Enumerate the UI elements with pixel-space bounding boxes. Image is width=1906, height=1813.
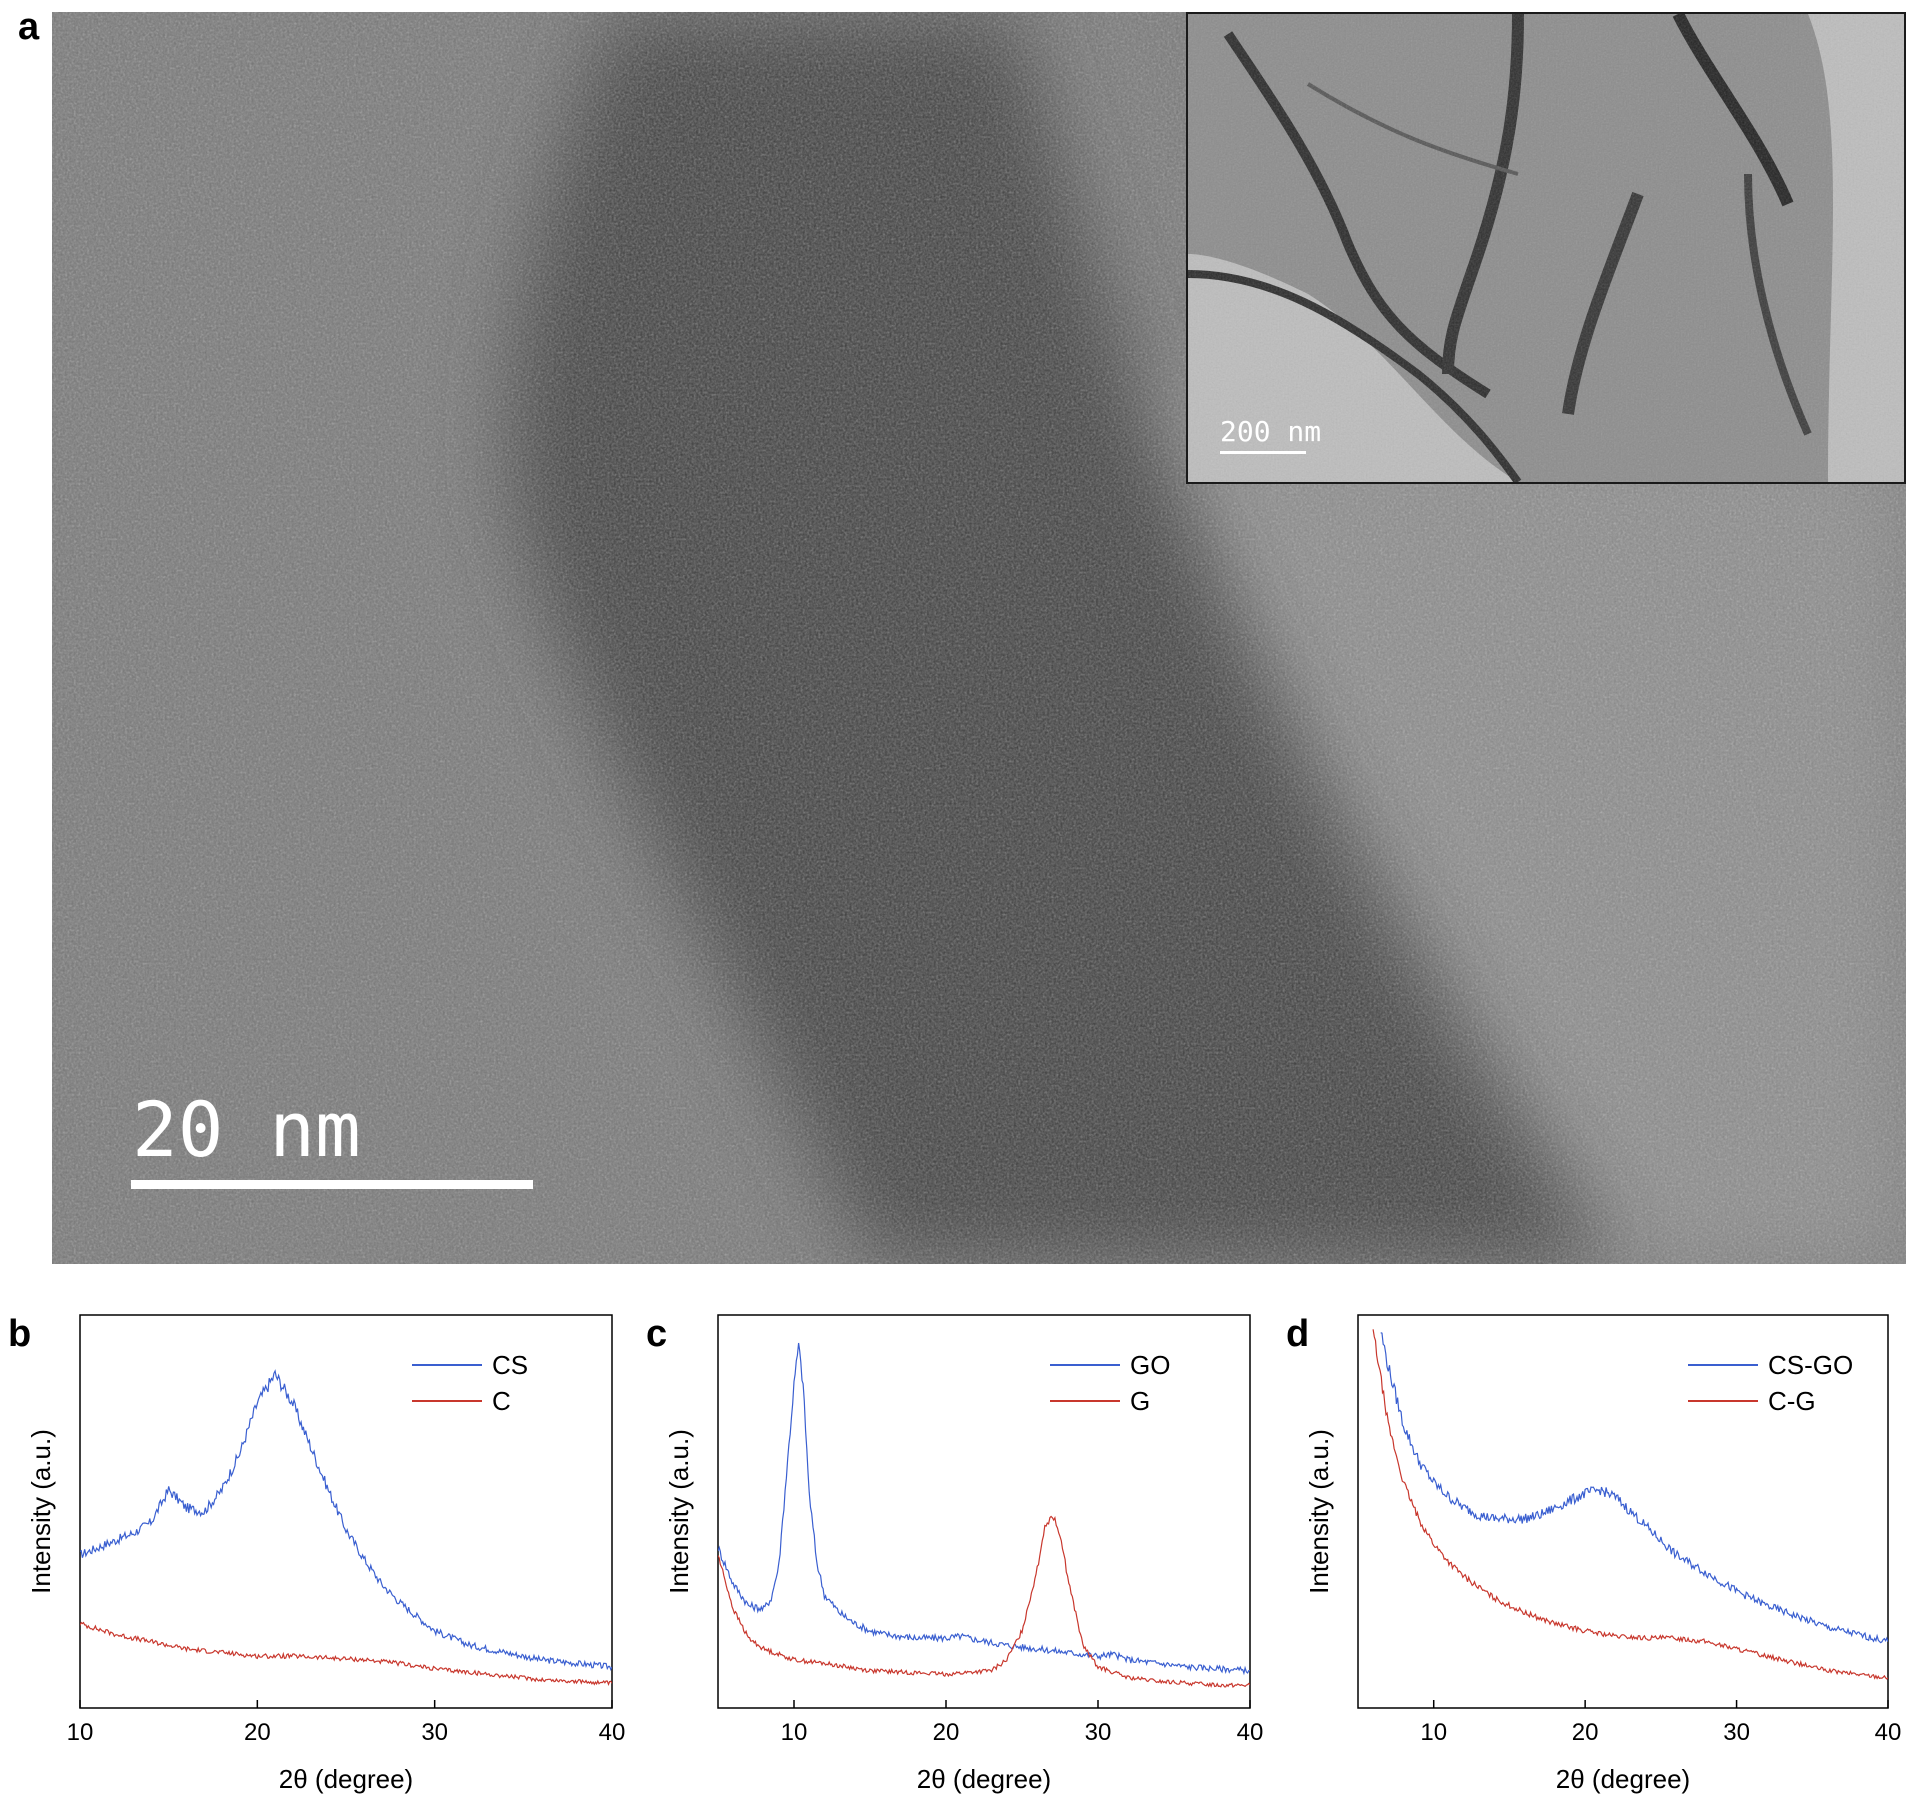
y-axis-label: Intensity (a.u.): [26, 1429, 56, 1594]
series-line-go: [718, 1342, 1250, 1676]
x-axis-label: 2θ (degree): [279, 1764, 413, 1794]
legend-label: CS-GO: [1768, 1350, 1853, 1380]
plot-frame: [79, 1314, 613, 1709]
xrd-plot-c: 10 20 30 40 2θ (degree) Intensity (a.u.) GO G: [664, 1314, 1264, 1794]
x-axis-label: 2θ (degree): [1556, 1764, 1690, 1794]
x-tick-label: 10: [781, 1719, 808, 1746]
y-axis-label: Intensity (a.u.): [664, 1429, 694, 1594]
x-tick-label: 30: [421, 1719, 448, 1746]
x-tick-label: 10: [1420, 1719, 1447, 1746]
series-line-g: [718, 1515, 1250, 1689]
plot-frame: [717, 1314, 1251, 1709]
scale-bar-label: 20 nm: [132, 1085, 361, 1174]
x-tick-label: 10: [67, 1719, 94, 1746]
legend-label: C: [492, 1386, 511, 1416]
inset-scale-bar: [1220, 451, 1306, 454]
x-tick-label: 40: [599, 1719, 626, 1746]
inset-scale-bar-label: 200 nm: [1220, 415, 1322, 448]
x-axis-label: 2θ (degree): [917, 1764, 1051, 1794]
tem-inset: 200 nm: [1186, 12, 1906, 484]
x-tick-label: 40: [1875, 1719, 1902, 1746]
legend-label: CS: [492, 1350, 528, 1380]
panel-label-b: b: [8, 1313, 32, 1355]
legend-label: C-G: [1768, 1386, 1816, 1416]
x-tick-label: 20: [244, 1719, 271, 1746]
panel-label-d: d: [1286, 1313, 1310, 1355]
series-line-cs-go: [1380, 1332, 1888, 1644]
y-axis-label: Intensity (a.u.): [1304, 1429, 1334, 1594]
series-line-c-g: [1372, 1329, 1888, 1680]
x-tick-label: 30: [1723, 1719, 1750, 1746]
xrd-plot-b: 10 20 30 40 2θ (degree) Intensity (a.u.) CS C: [26, 1314, 626, 1794]
x-tick-label: 20: [933, 1719, 960, 1746]
xrd-plot-d: 10 20 30 40 2θ (degree) Intensity (a.u.) CS-GO…: [1304, 1314, 1902, 1794]
panel-label-a: a: [18, 6, 40, 48]
scale-bar: [131, 1180, 533, 1189]
x-tick-label: 30: [1085, 1719, 1112, 1746]
panel-label-c: c: [646, 1313, 668, 1355]
series-line-c: [80, 1621, 612, 1686]
legend-label: G: [1130, 1386, 1150, 1416]
series-line-cs: [80, 1369, 612, 1672]
graphene-sheet-drawing: [1188, 14, 1904, 482]
plot-frame: [1357, 1314, 1889, 1709]
legend-label: GO: [1130, 1350, 1170, 1380]
x-tick-label: 20: [1572, 1719, 1599, 1746]
x-tick-label: 40: [1237, 1719, 1264, 1746]
